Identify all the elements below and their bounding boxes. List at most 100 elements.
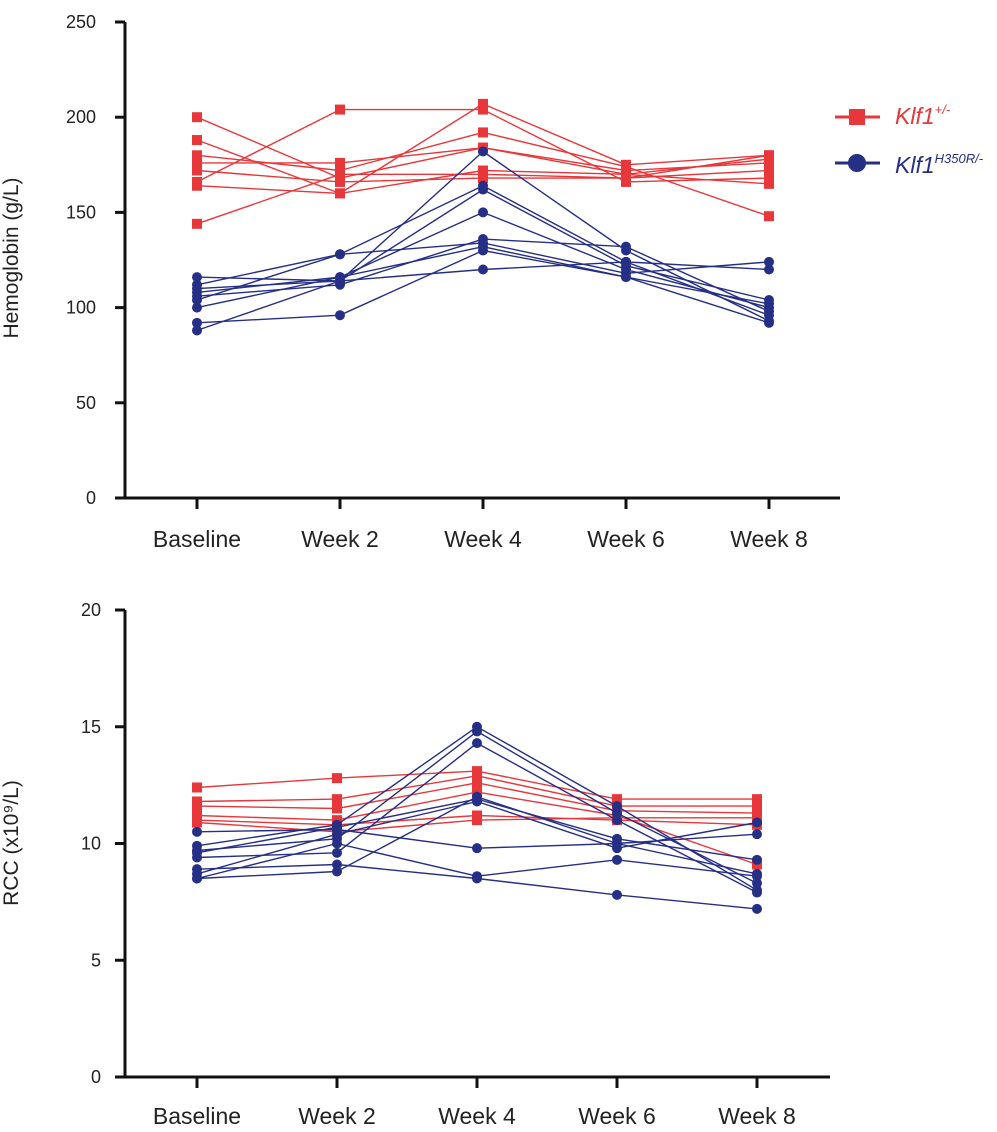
hgb-y-tick-label: 100 — [66, 298, 96, 318]
rcc-point-klf1-mouse-6-baseline — [192, 817, 202, 828]
rcc-point-klf1h350r-mouse-4-week-8 — [752, 854, 762, 865]
hgb-point-klf1-mouse-8-baseline — [192, 218, 202, 229]
hgb-point-klf1h350r-mouse-9-week-8 — [764, 310, 774, 321]
legend-klf1-het-marker — [849, 109, 865, 125]
hgb-y-tick-label: 250 — [66, 12, 96, 32]
rcc-point-klf1h350r-mouse-9-week-8 — [752, 871, 762, 882]
rcc-point-klf1h350r-mouse-5-week-4 — [472, 738, 482, 749]
rcc-series-klf1h350r-mouse-1 — [192, 824, 762, 854]
hgb-point-klf1h350r-mouse-9-week-2 — [335, 275, 345, 286]
rcc-point-klf1h350r-mouse-5-week-2 — [332, 847, 342, 858]
hgb-y-tick-label: 0 — [86, 488, 96, 508]
rcc-series-klf1h350r-mouse-6 — [192, 859, 762, 914]
hgb-point-klf1h350r-mouse-6-baseline — [192, 294, 202, 305]
rcc-point-klf1h350r-mouse-6-week-6 — [612, 889, 622, 900]
legend-klf1-h350r-label: Klf1H350R/- — [895, 151, 984, 178]
rcc-point-klf1h350r-mouse-7-week-2 — [332, 829, 342, 840]
hgb-point-klf1-mouse-2-week-4 — [478, 98, 488, 109]
hgb-point-klf1-mouse-3-week-4 — [478, 127, 488, 138]
rcc-point-klf1h350r-mouse-9-week-4 — [472, 871, 482, 882]
legend-klf1-het-superscript: +/- — [935, 102, 951, 117]
rcc-point-klf1-mouse-1-baseline — [192, 782, 202, 793]
hgb-point-klf1-mouse-3-baseline — [192, 150, 202, 161]
rcc-point-klf1h350r-mouse-6-week-8 — [752, 903, 762, 914]
hgb-point-klf1h350r-mouse-7-week-8 — [764, 298, 774, 309]
hgb-x-tick-label-week-2: Week 2 — [301, 526, 379, 552]
legend-klf1-h350r-superscript: H350R/- — [935, 151, 984, 166]
hgb-y-tick-label: 150 — [66, 202, 96, 222]
rcc-x-tick-label-baseline: Baseline — [153, 1103, 241, 1127]
hgb-point-klf1-mouse-8-week-6 — [621, 173, 631, 184]
hgb-point-klf1-mouse-2-baseline — [192, 135, 202, 146]
rcc-point-klf1h350r-mouse-4-week-2 — [332, 822, 342, 833]
rcc-point-klf1h350r-mouse-8-week-4 — [472, 791, 482, 802]
rcc-point-klf1-mouse-3-week-2 — [332, 803, 342, 814]
rcc-y-tick-label: 20 — [81, 600, 101, 620]
rcc-point-klf1h350r-mouse-3-week-4 — [472, 726, 482, 737]
hgb-point-klf1h350r-mouse-8-week-8 — [764, 317, 774, 328]
rcc-y-tick-label: 0 — [91, 1067, 101, 1087]
rcc-point-klf1h350r-mouse-8-week-6 — [612, 838, 622, 849]
hgb-point-klf1-mouse-6-week-8 — [764, 173, 774, 184]
rcc-point-klf1h350r-mouse-1-week-4 — [472, 843, 482, 854]
hgb-point-klf1h350r-mouse-8-week-4 — [478, 245, 488, 256]
rcc-series-line — [196, 863, 758, 910]
hgb-point-klf1h350r-mouse-9-week-6 — [621, 256, 631, 267]
rcc-point-klf1-mouse-1-week-8 — [752, 794, 762, 805]
legend-klf1-h350r-marker — [848, 154, 866, 172]
hgb-point-klf1h350r-mouse-4-week-4 — [478, 207, 488, 218]
legend-klf1-h350r-base: Klf1 — [895, 152, 935, 178]
rcc-point-klf1h350r-mouse-8-week-2 — [332, 866, 342, 877]
rcc-point-klf1h350r-mouse-1-baseline — [192, 826, 202, 837]
hgb-point-klf1h350r-mouse-6-week-2 — [335, 249, 345, 260]
hgb-point-klf1h350r-mouse-7-baseline — [192, 302, 202, 313]
hgb-y-tick-label: 200 — [66, 107, 96, 127]
rcc-y-tick-label: 15 — [81, 717, 101, 737]
hgb-point-klf1-mouse-7-baseline — [192, 180, 202, 191]
rcc-chart: RCC (x10⁹/L) 0 5 10 15 20 Baseline Week 2 Week … — [0, 600, 830, 1129]
hgb-series-klf1-mouse-8 — [192, 150, 774, 229]
hgb-point-klf1h350r-mouse-5-week-6 — [621, 241, 631, 252]
hgb-point-klf1-mouse-8-week-4 — [478, 169, 488, 180]
hgb-series-line — [196, 245, 770, 309]
legend-klf1-het-base: Klf1 — [895, 103, 935, 129]
hgb-point-klf1h350r-mouse-1-baseline — [192, 272, 202, 283]
rcc-series-klf1h350r-mouse-5 — [192, 738, 762, 898]
rcc-y-tick-label: 10 — [81, 834, 101, 854]
hgb-point-klf1-mouse-5-week-8 — [764, 165, 774, 176]
hgb-series-klf1h350r-mouse-9 — [192, 256, 774, 336]
rcc-point-klf1-mouse-2-week-4 — [472, 770, 482, 781]
hgb-point-klf1-mouse-3-week-6 — [621, 161, 631, 172]
rcc-x-tick-label-week-8: Week 8 — [718, 1103, 796, 1127]
rcc-point-klf1h350r-mouse-1-week-8 — [752, 829, 762, 840]
hgb-point-klf1-mouse-5-baseline — [192, 165, 202, 176]
rcc-point-klf1h350r-mouse-9-week-6 — [612, 854, 622, 865]
hgb-series-klf1h350r-mouse-8 — [192, 245, 774, 328]
legend-klf1-het-label: Klf1+/- — [895, 102, 951, 129]
hgb-x-tick-label-week-4: Week 4 — [444, 526, 522, 552]
hgb-point-klf1-mouse-5-week-2 — [335, 176, 345, 187]
hgb-point-klf1h350r-mouse-9-week-4 — [478, 264, 488, 275]
rcc-point-klf1h350r-mouse-6-week-2 — [332, 859, 342, 870]
hgb-series-line — [196, 249, 770, 324]
rcc-x-tick-label-week-6: Week 6 — [578, 1103, 656, 1127]
hgb-point-klf1-mouse-3-week-8 — [764, 211, 774, 222]
rcc-x-tick-label-week-2: Week 2 — [298, 1103, 376, 1127]
hgb-x-tick-label-week-6: Week 6 — [587, 526, 665, 552]
hemoglobin-chart: Hemoglobin (g/L) 0 50 100 150 200 250 Baseline… — [0, 12, 840, 552]
hgb-x-tick-label-week-8: Week 8 — [730, 526, 808, 552]
rcc-point-klf1h350r-mouse-7-week-8 — [752, 817, 762, 828]
rcc-point-klf1-mouse-3-week-4 — [472, 777, 482, 788]
rcc-point-klf1-mouse-2-week-2 — [332, 794, 342, 805]
hgb-point-klf1-mouse-8-week-2 — [335, 169, 345, 180]
hgb-point-klf1h350r-mouse-6-week-8 — [764, 256, 774, 267]
rcc-point-klf1h350r-mouse-9-baseline — [192, 873, 202, 884]
hgb-series-line — [196, 211, 770, 309]
hgb-point-klf1-mouse-8-week-8 — [764, 150, 774, 161]
rcc-x-tick-label-week-4: Week 4 — [438, 1103, 516, 1127]
hgb-point-klf1h350r-mouse-1-week-4 — [478, 146, 488, 157]
rcc-point-klf1h350r-mouse-5-week-6 — [612, 815, 622, 826]
rcc-point-klf1-mouse-3-baseline — [192, 801, 202, 812]
